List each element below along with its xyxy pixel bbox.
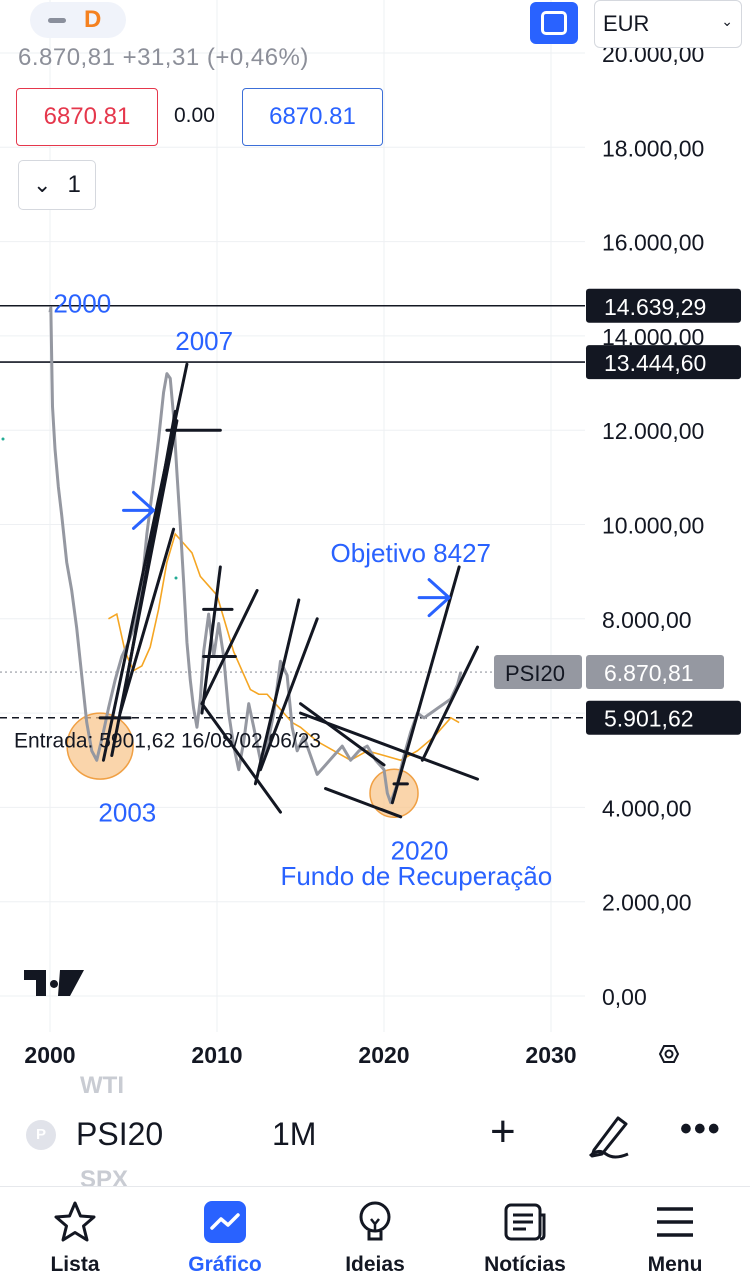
chart-annotation: 2007 [175, 326, 233, 356]
y-tick-label: 2.000,00 [602, 890, 692, 916]
arrow-icon [122, 490, 156, 530]
spread-value: 0.00 [174, 104, 215, 127]
trend-line [123, 409, 177, 692]
price-change-text: 6.870,81 +31,31 (+0,46%) [18, 44, 309, 71]
chart-annotation: Fundo de Recuperação [280, 861, 552, 891]
y-tick-label: 16.000,00 [602, 230, 704, 256]
x-tick-label: 2000 [24, 1042, 75, 1068]
chart-annotation: Objetivo 8427 [331, 538, 491, 568]
price-level-tag-label: 5.901,62 [604, 706, 694, 732]
symbol-name[interactable]: PSI20 [76, 1116, 164, 1152]
more-icon[interactable]: ••• [680, 1110, 722, 1148]
quantity-value: 1 [67, 171, 81, 198]
axis-settings-icon [658, 1045, 680, 1063]
ghost-symbol-above: WTI [80, 1072, 124, 1099]
trend-line [390, 565, 461, 805]
chevron-down-icon: ⌄ [721, 13, 733, 29]
trend-line [299, 702, 386, 767]
axis-settings-icon-center [664, 1049, 674, 1059]
chart-annotation: 2000 [53, 288, 111, 318]
collapse-icon[interactable] [48, 17, 66, 23]
y-tick-label: 4.000,00 [602, 795, 692, 821]
trend-line [420, 645, 480, 762]
currency-select[interactable]: EUR ⌄ [594, 0, 742, 48]
symbol-logo: P [26, 1120, 56, 1150]
nav-item-lista[interactable]: Lista [0, 1187, 150, 1284]
price-level-tag-label: 13.444,60 [604, 350, 706, 376]
marker-dot [174, 576, 178, 580]
y-tick-label: 18.000,00 [602, 135, 704, 161]
nav-item-ideias[interactable]: Ideias [300, 1187, 450, 1284]
y-tick-label: 0,00 [602, 984, 647, 1010]
quantity-dropdown[interactable]: ⌄ 1 [18, 160, 96, 210]
price-level-tag-label: 14.639,29 [604, 294, 706, 320]
current-price-tag-label: 6.870,81 [604, 660, 694, 686]
symbol-tag-label: PSI20 [505, 661, 565, 686]
trend-line [324, 787, 403, 819]
news-icon [504, 1203, 546, 1241]
price-level-tag [586, 345, 741, 380]
marker-dot [1, 437, 5, 441]
nav-item-grafico[interactable]: Gráfico [150, 1187, 300, 1284]
bottom-nav: Lista Gráfico Ideias Notícias Menu [0, 1186, 750, 1284]
y-tick-label: 10.000,00 [602, 513, 704, 539]
chart-annotation: 2003 [98, 798, 156, 828]
nav-label: Lista [50, 1253, 100, 1276]
current-price-tag [586, 655, 724, 690]
nav-label: Menu [647, 1253, 703, 1276]
trend-line [200, 702, 282, 814]
nav-item-noticias[interactable]: Notícias [450, 1187, 600, 1284]
star-icon [54, 1201, 96, 1242]
trend-line [118, 527, 176, 715]
symbol-tag [494, 655, 582, 690]
x-tick-label: 2020 [358, 1042, 409, 1068]
price-line [48, 306, 463, 805]
lightbulb-icon [359, 1201, 391, 1241]
chevron-down-icon: ⌄ [33, 172, 52, 197]
trend-line [258, 617, 319, 772]
entry-label: Entrada: 5901,62 16/08/02/06/23 [14, 730, 321, 753]
trend-line [200, 565, 222, 715]
y-tick-label: 8.000,00 [602, 607, 692, 633]
trend-line [299, 711, 480, 781]
add-icon[interactable]: + [490, 1107, 516, 1156]
x-tick-label: 2010 [191, 1042, 242, 1068]
interval-label: D [84, 6, 102, 33]
buy-button[interactable]: 6870.81 [242, 88, 383, 146]
timeframe-button[interactable]: 1M [272, 1116, 317, 1152]
nav-label: Gráfico [188, 1253, 262, 1276]
moving-average-line [108, 532, 460, 762]
currency-label: EUR [603, 11, 650, 36]
chart-annotation: 2020 [391, 835, 449, 865]
y-tick-label: 12.000,00 [602, 418, 704, 444]
fullscreen-button[interactable] [530, 2, 578, 44]
nav-label: Notícias [484, 1253, 566, 1276]
chart-icon [204, 1201, 246, 1243]
fullscreen-icon [541, 11, 567, 35]
nav-item-menu[interactable]: Menu [600, 1187, 750, 1284]
price-level-tag [586, 288, 741, 323]
arrow-icon [417, 578, 451, 618]
menu-icon [657, 1207, 693, 1237]
x-tick-label: 2030 [525, 1042, 576, 1068]
trend-line [200, 589, 259, 706]
trend-line [253, 598, 301, 786]
tradingview-logo [24, 970, 84, 996]
drawing-tool-icon[interactable] [584, 1108, 632, 1160]
nav-label: Ideias [345, 1253, 405, 1276]
interval-pill[interactable]: D [30, 2, 126, 38]
price-level-tag [586, 700, 741, 735]
symbol-bar: P PSI20 1M + ••• [0, 1100, 750, 1170]
sell-button[interactable]: 6870.81 [16, 88, 158, 146]
